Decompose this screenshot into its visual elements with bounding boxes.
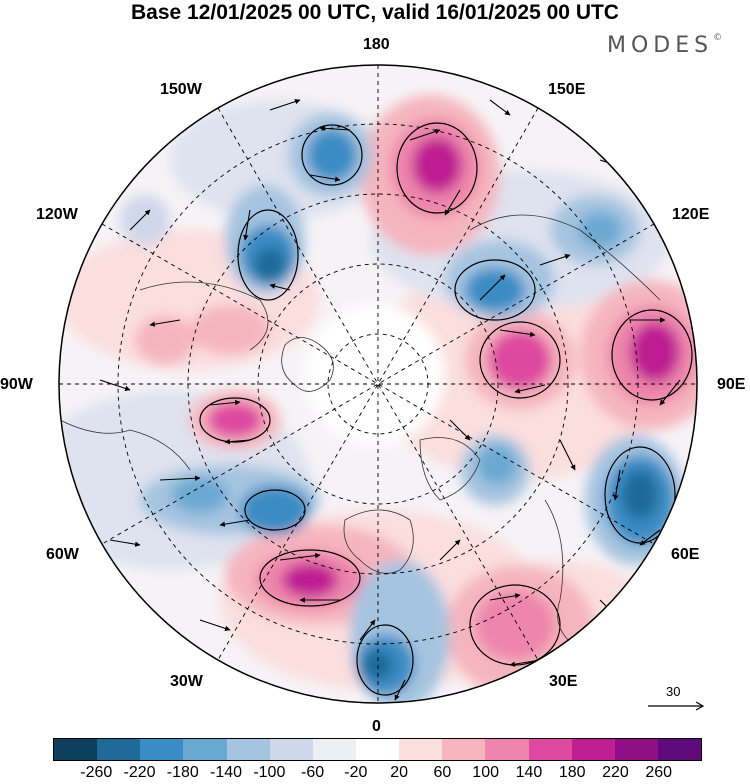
colorbar-tick-label: 60: [433, 764, 452, 781]
lon-label-bottom-left: 30W: [170, 673, 203, 690]
vector-reference-value: 30: [666, 684, 681, 699]
lon-label-bottom: 0: [372, 718, 381, 735]
colorbar-tick-label: 260: [645, 764, 673, 781]
colorbar-tick-label: -100: [253, 764, 286, 781]
colorbar-tick-label: -20: [344, 764, 368, 781]
colorbar: [53, 738, 702, 761]
colorbar-segment: [140, 739, 184, 760]
lon-label-upper-right: 120E: [672, 206, 710, 223]
lon-label-upper-left: 120W: [36, 206, 78, 223]
colorbar-tick-label: 100: [472, 764, 500, 781]
colorbar-segment: [269, 739, 313, 760]
lon-label-top-left: 150W: [160, 81, 202, 98]
colorbar-segment: [312, 739, 356, 760]
colorbar-segment: [183, 739, 227, 760]
colorbar-segment: [399, 739, 443, 760]
colorbar-tick-label: 180: [558, 764, 586, 781]
brand-name: MODES: [607, 33, 714, 58]
colorbar-segment: [614, 739, 658, 760]
vector-reference-arrow: [648, 701, 705, 711]
colorbar-tick-label: -260: [80, 764, 113, 781]
colorbar-segment: [226, 739, 270, 760]
vector-reference: 30: [646, 684, 706, 714]
colorbar-segment: [442, 739, 486, 760]
lon-label-left: 90W: [0, 376, 33, 393]
colorbar-segment: [54, 739, 98, 760]
lon-label-lower-right: 60E: [671, 546, 700, 563]
coastlines: [59, 214, 661, 651]
brand-logo: MODES©: [607, 33, 722, 58]
colorbar-segment: [571, 739, 615, 760]
colorbar-segment: [657, 739, 702, 760]
colorbar-labels: -260 -220 -180 -140 -100 -60 -20 20 60 100 140 180 2…: [0, 764, 750, 784]
colorbar-tick-label: -140: [210, 764, 243, 781]
colorbar-segment: [528, 739, 572, 760]
colorbar-tick-label: 140: [515, 764, 543, 781]
graticule: [59, 65, 697, 703]
colorbar-tick-label: -60: [301, 764, 325, 781]
colorbar-tick-label: -180: [166, 764, 199, 781]
colorbar-tick-label: 20: [390, 764, 409, 781]
page-title: Base 12/01/2025 00 UTC, valid 16/01/2025…: [131, 1, 619, 24]
colorbar-tick-label: -220: [123, 764, 156, 781]
brand-mark: ©: [713, 33, 723, 43]
lon-label-lower-left: 60W: [46, 546, 79, 563]
lon-label-top: 180: [363, 36, 390, 53]
anomaly-field: [59, 65, 697, 703]
lon-label-top-right: 150E: [548, 81, 586, 98]
colorbar-segment: [485, 739, 529, 760]
map-boundary: [58, 64, 698, 704]
colorbar-segment: [355, 739, 400, 760]
lon-label-right: 90E: [717, 376, 746, 393]
colorbar-tick-label: 220: [602, 764, 629, 781]
polar-map: [58, 64, 698, 704]
colorbar-segment: [97, 739, 141, 760]
lon-label-bottom-right: 30E: [549, 673, 578, 690]
